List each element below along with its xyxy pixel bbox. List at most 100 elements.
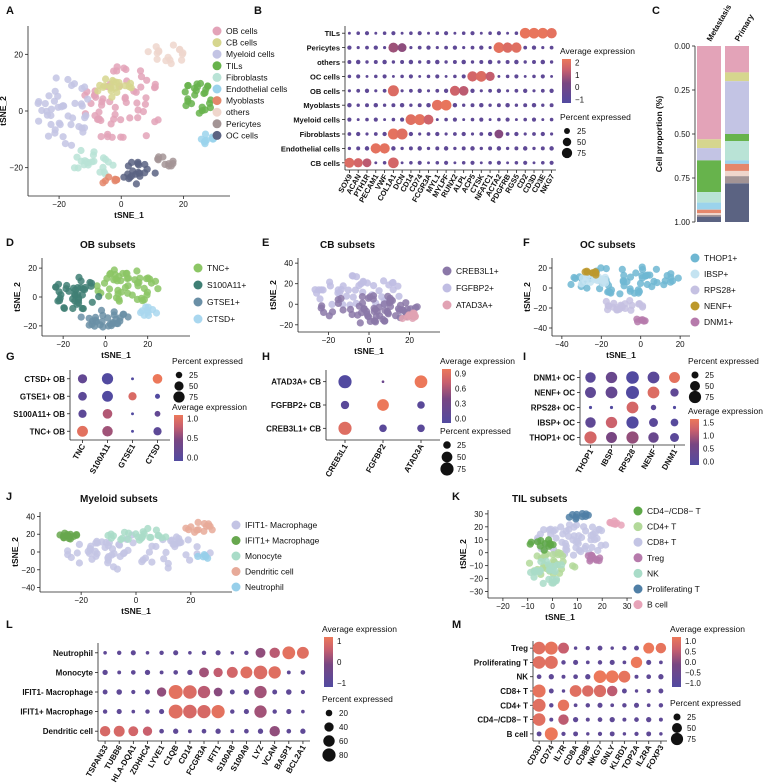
- scatter-point: [137, 83, 145, 91]
- dot-C1QB: [173, 728, 179, 734]
- dot-CD3E: [541, 161, 545, 165]
- dot-SOX9: [347, 45, 352, 50]
- dot-NKG7: [549, 146, 554, 151]
- y-axis-title: tSNE_2: [268, 280, 278, 310]
- row-label: OC cells: [310, 72, 340, 81]
- scatter-point: [75, 294, 83, 302]
- scatter-point: [181, 88, 189, 96]
- dot-BCL2A1: [300, 670, 306, 675]
- size-legend-dot: [690, 381, 700, 391]
- scatter-point: [540, 526, 548, 534]
- scatter-point: [652, 265, 661, 273]
- dot-CD14: [408, 146, 413, 151]
- scatter-point: [379, 315, 387, 323]
- scatter-point: [635, 287, 644, 296]
- dot-MYL1: [431, 99, 443, 111]
- legend-swatch: [442, 300, 452, 310]
- dot-CD2: [523, 103, 528, 108]
- dot-TSPAN33: [99, 725, 111, 737]
- dot-FCGR3A: [426, 74, 431, 79]
- scatter-point: [575, 532, 583, 540]
- scatter-point: [125, 83, 133, 91]
- x-tick-label: 0: [103, 340, 108, 349]
- dot-NKG7: [546, 28, 557, 39]
- dot-NKG7: [593, 684, 607, 698]
- dot-NENF: [647, 386, 660, 399]
- dot-S100A9: [244, 650, 249, 656]
- color-bar: [324, 637, 333, 687]
- scatter-point: [123, 269, 131, 277]
- dot-TOP2A: [634, 645, 639, 651]
- dot-VCAN: [272, 709, 277, 714]
- scatter-point: [44, 132, 53, 140]
- dot-NKG7: [549, 103, 554, 108]
- x-axis-title: tSNE_1: [121, 606, 151, 616]
- color-legend-tick: 0.3: [455, 400, 467, 409]
- size-legend-dot: [443, 441, 451, 449]
- dot-CREB3L1: [340, 400, 350, 410]
- dot-CD2: [523, 45, 528, 50]
- dot-CD3D: [536, 674, 542, 680]
- color-legend-tick: 0.5: [685, 648, 697, 657]
- row-label: NK: [516, 673, 528, 682]
- dot-COL1A1: [391, 60, 396, 64]
- scatter-point: [67, 121, 75, 129]
- dot-TUBB6: [116, 650, 122, 656]
- dot-CD74: [417, 31, 422, 36]
- column-label: DNM1: [660, 447, 679, 472]
- scatter-point: [109, 161, 117, 169]
- legend-swatch: [690, 317, 700, 327]
- scatter-point: [334, 286, 342, 294]
- size-legend-dot: [441, 451, 453, 463]
- dot-CD8A: [573, 703, 578, 708]
- dot-CD74: [417, 88, 422, 93]
- dot-ACTA2: [493, 42, 505, 53]
- scatter-point: [95, 293, 103, 301]
- legend-label: GTSE1+: [207, 297, 240, 307]
- dot-FOXP3: [658, 703, 664, 708]
- dot-FCGR3A: [426, 60, 431, 64]
- scatter-point: [144, 48, 152, 56]
- x-tick-label: −20: [52, 200, 66, 209]
- panel-K-title: TIL subsets: [512, 494, 568, 505]
- scatter-point: [315, 286, 323, 294]
- dot-ACTA2: [494, 129, 504, 139]
- row-label: Treg: [511, 644, 528, 653]
- dot-TOP2A: [634, 674, 639, 679]
- y-tick-label: 0: [33, 293, 38, 302]
- x-tick-label: 30: [623, 602, 632, 611]
- dot-ACAN: [356, 131, 361, 137]
- panel-label-L: L: [6, 619, 13, 631]
- legend-label: CREB3L1+: [456, 266, 499, 276]
- dot-ALPL: [461, 59, 466, 65]
- scatter-point: [84, 161, 92, 169]
- dot-CD14: [408, 74, 413, 79]
- scatter-point: [124, 289, 132, 297]
- scatter-point: [134, 114, 142, 122]
- size-legend-dot: [562, 137, 572, 147]
- dot-RGS5: [514, 88, 519, 93]
- row-label: CD4−/CD8− T: [477, 716, 528, 725]
- size-legend-dot: [564, 128, 570, 134]
- size-legend-label: 25: [705, 371, 714, 380]
- bar-segment-Myeloid cells: [725, 81, 749, 134]
- dot-MYLPF: [440, 99, 452, 111]
- column-label: S100A11: [88, 442, 113, 475]
- dot-CD74: [418, 132, 422, 136]
- dot-ACTA2: [497, 60, 501, 64]
- scatter-point: [339, 306, 347, 314]
- size-legend-title: Percent expressed: [670, 698, 741, 708]
- dot-CD74: [548, 674, 554, 680]
- panel-label-G: G: [6, 351, 15, 363]
- scatter-point: [98, 98, 106, 106]
- scatter-point: [584, 511, 592, 519]
- color-bar: [174, 415, 183, 461]
- dot-TSPAN33: [102, 669, 108, 676]
- dot-S100A8: [229, 689, 235, 695]
- dot-IL2RA: [646, 731, 652, 737]
- dot-KLRD1: [622, 732, 627, 736]
- dot-CD3D: [532, 60, 536, 64]
- x-tick-label: 0: [119, 200, 124, 209]
- dot-TUBB6: [113, 725, 125, 737]
- color-legend-title: Average expression: [172, 402, 247, 412]
